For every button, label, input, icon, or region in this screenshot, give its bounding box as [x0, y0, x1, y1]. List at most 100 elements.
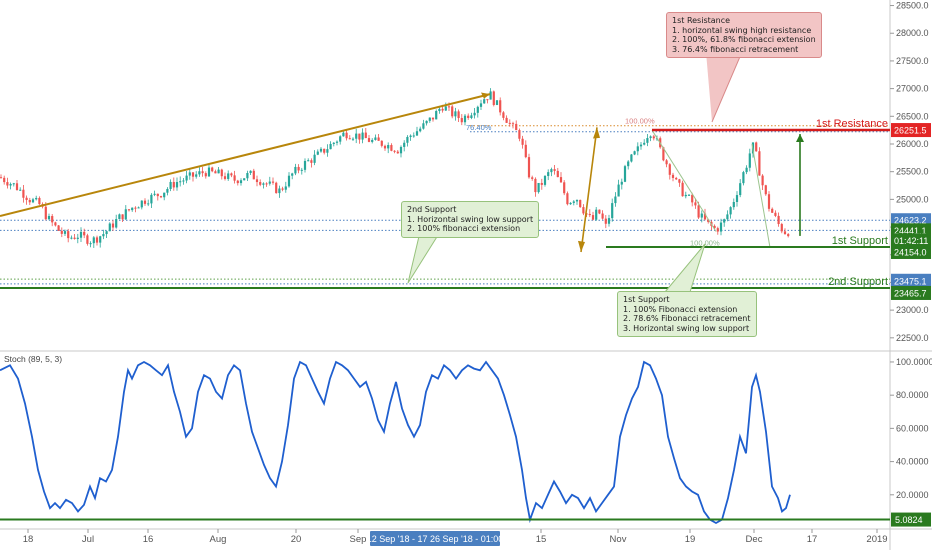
first-support-callout-line-2: 2. 78.6% Fibonacci retracement [623, 314, 751, 323]
candle-body [191, 172, 195, 177]
candle-body [623, 166, 627, 182]
candle-body [47, 216, 51, 220]
first-support-label: 1st Support [832, 235, 888, 247]
candle-body [278, 188, 281, 194]
candle-body [102, 234, 105, 237]
candle-body [271, 181, 275, 183]
candle-body [31, 199, 35, 203]
candle-body [588, 213, 591, 216]
candle-body [431, 117, 435, 120]
candle-body [627, 161, 630, 167]
first-support-callout-line-1: 1. 100% Fibonacci extension [623, 304, 738, 314]
candle-body [124, 209, 127, 220]
candle-body [483, 99, 486, 104]
candle-body [399, 146, 403, 154]
price-tag-label: 26251.5 [894, 126, 927, 136]
candle-body [467, 115, 470, 118]
candle-body [707, 219, 710, 222]
candle-body [735, 195, 739, 202]
time-range-label: 12 Sep '18 - 17 26 Sep '18 - 01:00 [367, 534, 504, 544]
candle-body [377, 137, 380, 141]
price-tag-label: 01:42:11 [894, 236, 928, 246]
candle-body [393, 150, 396, 152]
time-range-badge [370, 531, 500, 546]
candle-body [595, 209, 598, 220]
candle-body [89, 243, 92, 245]
candle-body [25, 197, 28, 201]
candle-body [662, 147, 665, 161]
candle-body [425, 120, 428, 124]
candle-body [492, 91, 495, 105]
candle-body [0, 177, 3, 179]
candle-body [694, 202, 697, 206]
candle-body [649, 136, 652, 139]
candle-body [348, 138, 351, 140]
candle-body [684, 194, 687, 197]
price-axis-label: 26000.0 [896, 139, 929, 149]
candle-body [185, 175, 188, 181]
trendline [0, 93, 491, 217]
price-axis-label: 26500.0 [896, 111, 929, 121]
candle-body [457, 111, 460, 119]
resistance-callout-title: 1st Resistance [672, 16, 731, 25]
candle-body [335, 141, 339, 143]
candle-body [51, 216, 54, 223]
first-support-callout: 1st Support 1. 100% Fibonacci extension … [617, 291, 757, 337]
candle-body [9, 183, 12, 186]
candle-body [604, 218, 607, 224]
candle-body [67, 231, 70, 239]
candle-body [313, 154, 316, 163]
candle-body [275, 182, 278, 194]
candle-body [521, 138, 524, 145]
candle-body [646, 138, 649, 143]
price-axis-label: 25500.0 [896, 167, 929, 177]
candle-body [233, 175, 236, 181]
candle-body [204, 173, 207, 177]
candle-body [729, 207, 732, 215]
price-tag-label: 24441.1 [894, 226, 927, 236]
stoch-value-label: 5.0824 [895, 515, 923, 525]
candle-body [211, 167, 214, 172]
candle-body [172, 181, 175, 188]
price-axis-label: 22500.0 [896, 333, 929, 343]
candle-body [371, 139, 374, 142]
candle-body [508, 122, 511, 124]
candle-body [329, 143, 332, 150]
candle-body [438, 108, 441, 112]
candle-body [339, 136, 342, 142]
candle-body [713, 225, 716, 229]
candle-body [390, 145, 393, 151]
first-resistance-label: 1st Resistance [816, 118, 888, 130]
candle-body [351, 138, 355, 140]
candle-body [223, 176, 227, 179]
candle-body [153, 193, 156, 195]
candle-body [451, 106, 454, 117]
candle-body [537, 182, 540, 193]
candle-body [633, 151, 636, 155]
candle-body [547, 172, 550, 177]
fib-retracement-line-2 [751, 143, 771, 248]
candle-body [495, 100, 499, 105]
candle-body [374, 137, 377, 140]
candle-body [380, 140, 383, 146]
candle-body [326, 149, 329, 153]
candle-body [569, 202, 572, 205]
stoch-axis-label: 80.0000 [896, 390, 929, 400]
candle-body [143, 200, 147, 204]
fib-label: 100.00% [625, 117, 655, 126]
time-axis-label: Sep [350, 534, 367, 545]
price-axis-label: 28500.0 [896, 1, 929, 11]
gold-measure-arrow-head-top [593, 127, 600, 139]
candle-body [86, 235, 89, 244]
candle-body [473, 112, 476, 116]
candle-body [118, 214, 121, 220]
candle-body [454, 111, 457, 117]
candle-body [758, 151, 761, 176]
time-axis-label: Dec [746, 534, 763, 545]
candle-body [163, 192, 166, 198]
candle-body [310, 160, 313, 163]
candle-body [499, 100, 502, 113]
candle-body [591, 215, 595, 220]
